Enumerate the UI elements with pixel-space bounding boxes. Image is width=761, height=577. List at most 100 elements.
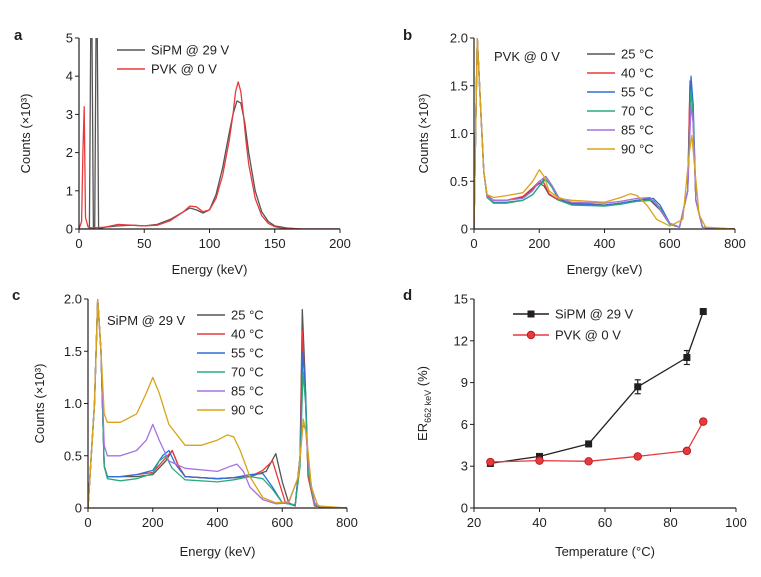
x-tick-label: 20 [467,515,481,530]
y-tick-label: 1.5 [64,344,82,359]
y-tick-label: 0 [75,501,82,516]
panel-a: 0 50 100 150 200 0 1 2 3 4 5 Energy (keV) Counts (×1… [14,27,351,277]
x-tick-label: 100 [725,515,747,530]
y-axis-label: Counts (×10³) [416,94,431,174]
legend-label-4: 70 °C [621,104,654,119]
x-tick-label: 600 [659,236,681,251]
y-tick-label: 0.5 [450,174,468,189]
y-tick-label: 2.0 [450,31,468,46]
y-axis-label: Counts (×10³) [32,364,47,444]
data-point-square [585,440,593,448]
data-point-circle [584,457,593,466]
x-tick-label: 80 [663,515,677,530]
y-tick-label: 12 [454,333,468,348]
x-tick-label: 800 [724,236,746,251]
data-point-circle [535,456,544,465]
y-tick-label: 1.5 [450,78,468,93]
legend-label-5: 85 °C [231,384,264,399]
x-tick-label: 200 [528,236,550,251]
legend-label-1: SiPM @ 29 V [555,307,634,322]
legend-label-4: 70 °C [231,365,264,380]
x-tick-label: 200 [329,236,351,251]
y-tick-label: 0 [66,222,73,237]
y-tick-label: 15 [454,292,468,307]
y-tick-label: 2.0 [64,292,82,307]
legend-marker-circle [526,330,536,340]
y-axis-label: Counts (×10³) [18,94,33,174]
x-tick-label: 0 [470,236,477,251]
data-point-circle [633,452,642,461]
panel-annotation: PVK @ 0 V [494,49,560,64]
y-tick-label: 6 [461,417,468,432]
series-group [88,299,347,508]
series-group [474,38,735,229]
x-tick-label: 400 [207,515,229,530]
y-tick-label: 1.0 [450,126,468,141]
y-tick-label: 3 [66,107,73,122]
x-tick-label: 100 [199,236,221,251]
x-axis-label: Energy (keV) [172,262,248,277]
series-line-6 [474,38,735,229]
x-axis-label: Energy (keV) [567,262,643,277]
legend-label-1: 25 °C [621,47,654,62]
data-point-circle [486,457,495,467]
series-line-2 [490,421,704,463]
y-tick-label: 4 [66,69,73,84]
series-group [486,308,708,467]
x-tick-label: 800 [336,515,358,530]
panel-annotation: SiPM @ 29 V [107,313,186,328]
y-tick-label: 1.0 [64,396,82,411]
y-tick-label: 3 [461,459,468,474]
legend-label-1: 25 °C [231,308,264,323]
data-point-square [699,308,707,316]
x-tick-label: 200 [142,515,164,530]
y-tick-label: 0 [461,222,468,237]
legend-marker-square [527,310,535,318]
legend-label-2: PVK @ 0 V [555,328,621,343]
data-point-circle [682,446,692,456]
x-tick-label: 0 [84,515,91,530]
series-line-1 [490,311,704,465]
x-axis-label: Energy (keV) [180,544,256,559]
legend-label-6: 90 °C [621,142,654,157]
y-tick-label: 2 [66,145,73,160]
series-line-6 [88,299,347,508]
panel-d: 20 40 60 80 100 0 3 6 9 12 15 Temperature (°C) ER662… [403,287,747,559]
y-tick-label: 0.5 [64,448,82,463]
x-tick-label: 150 [264,236,286,251]
panel-b: 0 200 400 600 800 0 0.5 1.0 1.5 2.0 Energy (keV) Co… [403,27,746,277]
x-tick-label: 600 [271,515,293,530]
data-point-square [634,383,642,391]
y-tick-label: 5 [66,31,73,46]
legend-label-2: 40 °C [621,66,654,81]
y-tick-label: 9 [461,375,468,390]
data-point-circle [699,417,708,426]
x-tick-label: 0 [75,236,82,251]
x-axis-label: Temperature (°C) [555,544,655,559]
panel-letter: a [14,27,23,44]
series-line-2 [79,81,340,229]
series-line-5 [474,38,735,229]
legend-label-6: 90 °C [231,403,264,418]
legend-label-3: 55 °C [231,346,264,361]
series-line-1 [79,38,340,229]
series-group [79,38,340,229]
panel-letter: b [403,27,412,44]
x-tick-label: 60 [598,515,612,530]
legend-label-2: PVK @ 0 V [151,62,217,77]
y-axis-label: ER662 keV (%) [415,366,433,441]
legend-label-1: SiPM @ 29 V [151,43,230,58]
series-line-4 [88,299,347,508]
panel-letter: d [403,287,412,304]
legend-label-5: 85 °C [621,123,654,138]
panel-letter: c [12,287,20,304]
y-tick-label: 0 [461,501,468,516]
y-tick-label: 1 [66,183,73,198]
data-point-square [683,354,691,362]
legend-label-2: 40 °C [231,327,264,342]
x-tick-label: 40 [532,515,546,530]
panel-c: 0 200 400 600 800 0 0.5 1.0 1.5 2.0 Energy (keV) Co… [12,287,358,559]
x-tick-label: 400 [594,236,616,251]
x-tick-label: 50 [137,236,151,251]
